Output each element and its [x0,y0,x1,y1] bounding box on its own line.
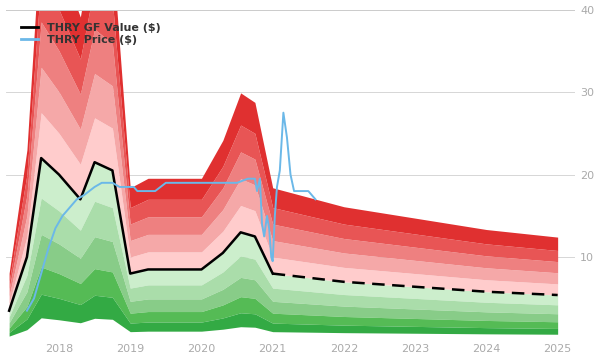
Legend: THRY GF Value ($), THRY Price ($): THRY GF Value ($), THRY Price ($) [17,18,165,50]
